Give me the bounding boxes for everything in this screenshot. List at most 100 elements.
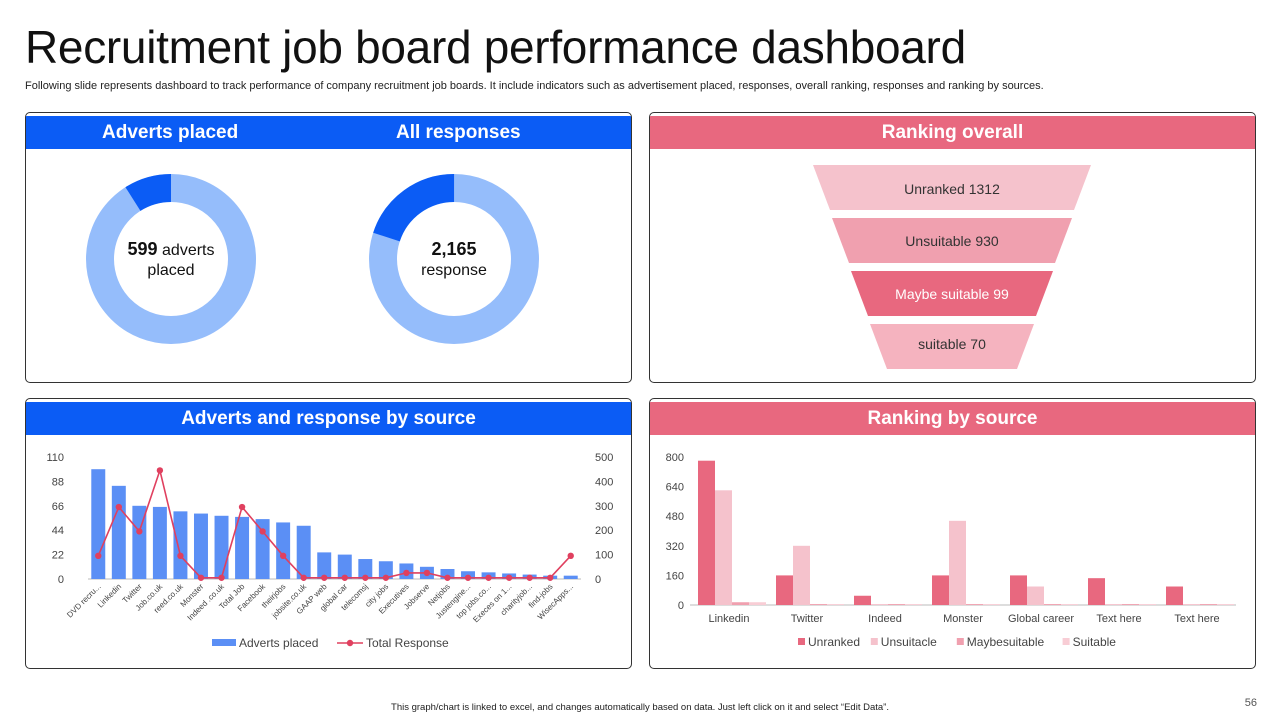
page-number: 56	[1244, 697, 1257, 709]
ranking-bar	[1044, 604, 1061, 605]
ranking-bar	[827, 604, 844, 605]
response-point	[485, 574, 492, 581]
adverts-bar	[91, 469, 106, 579]
ranking-bar	[983, 604, 1000, 605]
response-point	[382, 574, 390, 581]
response-point	[505, 574, 513, 581]
funnel-step-maybe-suitable	[851, 271, 1053, 316]
adverts-bar	[255, 519, 270, 579]
x-axis-tick: Indeed	[868, 613, 902, 625]
ranking-bar	[1010, 575, 1027, 605]
y-axis-tick: 320	[666, 541, 684, 553]
adverts-donut	[86, 174, 256, 344]
legend-marker-response	[346, 639, 354, 647]
responses-count-label: response	[421, 262, 487, 279]
response-point	[403, 569, 410, 577]
adverts-bar	[173, 511, 188, 579]
response-point	[321, 574, 328, 581]
response-point	[279, 552, 287, 560]
ranking-bar	[1088, 578, 1105, 605]
adverts-count-unit: adverts	[162, 242, 215, 259]
left-axis-tick: 88	[52, 476, 64, 488]
ranking-bar	[732, 602, 749, 605]
adverts-donut-slice	[86, 174, 256, 344]
ranking-source-chart: 0 160 320 480 640 800 Linkedin Twitter Indeed Mon…	[666, 452, 1236, 649]
adverts-bar	[440, 569, 455, 579]
funnel-label-unsuitable: Unsuitable 930	[905, 233, 999, 249]
page-subtitle: Following slide represents dashboard to …	[25, 80, 1044, 92]
ranking-bar	[966, 604, 983, 605]
responses-count: 2,165	[431, 239, 477, 259]
ranking-bar	[1183, 604, 1200, 605]
legend-label-adverts: Adverts placed	[239, 636, 318, 650]
ranking-bar	[810, 604, 827, 605]
footnote: This graph/chart is linked to excel, and…	[391, 702, 889, 713]
adverts-bar	[296, 525, 311, 579]
response-point	[197, 574, 205, 581]
funnel-step-unsuitable	[832, 218, 1072, 263]
x-axis-tick: Twitter	[791, 613, 824, 625]
response-point	[341, 574, 348, 581]
funnel-label-suitable: suitable 70	[918, 336, 986, 352]
adverts-bar	[337, 554, 352, 579]
response-point	[95, 552, 102, 560]
ranking-overall-header: Ranking overall	[650, 116, 1255, 149]
legend-label: Unsuitacle	[881, 635, 937, 649]
response-point	[259, 528, 266, 535]
ranking-bar	[888, 604, 905, 605]
response-line	[97, 467, 572, 579]
right-axis-tick: 100	[595, 550, 613, 562]
adverts-placed-title: Adverts placed	[102, 122, 239, 143]
ranking-bar	[854, 595, 871, 605]
adverts-bar	[132, 505, 147, 579]
ranking-bar	[776, 575, 793, 605]
y-axis-tick: 800	[666, 452, 684, 464]
right-axis-tick: 200	[595, 525, 613, 537]
response-point	[300, 574, 307, 581]
adverts-donut-label: 599 adverts placed	[111, 239, 231, 281]
adverts-bar	[193, 513, 208, 579]
adverts-bar	[111, 485, 126, 579]
ranking-bar	[698, 460, 715, 605]
adverts-response-source-panel: Adverts and response by source 0 22 44 66 88…	[25, 398, 632, 669]
legend-swatch-adverts	[212, 639, 236, 646]
response-point	[567, 552, 574, 560]
y-axis-tick: 480	[666, 511, 684, 523]
legend-label-response: Total Response	[366, 636, 449, 650]
ranking-source-title: Ranking by source	[867, 408, 1038, 429]
adverts-bar	[317, 552, 332, 579]
legend-swatch	[870, 638, 878, 645]
adverts-bar	[378, 561, 393, 579]
ranking-overall-title: Ranking overall	[881, 122, 1024, 143]
response-point	[177, 552, 184, 560]
ranking-bar	[871, 604, 888, 605]
funnel-step-unranked	[813, 165, 1091, 210]
legend-label: Unranked	[808, 635, 860, 649]
adverts-response-source-title: Adverts and response by source	[181, 408, 476, 429]
response-point	[136, 528, 143, 535]
ranking-bar	[905, 604, 922, 605]
ranking-bar	[1217, 604, 1234, 605]
y-axis-tick: 160	[666, 570, 684, 582]
x-axis-tick: Global career	[1008, 613, 1074, 625]
ranking-bar	[1122, 604, 1139, 605]
adverts-bar	[152, 506, 167, 579]
adverts-count-label: placed	[147, 262, 195, 279]
responses-donut	[369, 174, 539, 344]
legend-label: Maybesuitable	[967, 635, 1045, 649]
adverts-bar	[235, 516, 250, 579]
right-axis-tick: 400	[595, 476, 613, 488]
x-axis-tick: Text here	[1096, 613, 1141, 625]
funnel-label-maybe-suitable: Maybe suitable 99	[895, 286, 1009, 302]
response-point	[444, 574, 451, 581]
y-axis-tick: 640	[666, 482, 684, 494]
response-point	[464, 574, 472, 581]
response-point	[115, 503, 123, 511]
legend-swatch	[798, 638, 805, 645]
ranking-bar	[1105, 604, 1122, 605]
ranking-source-panel: Ranking by source 0 160 320 480 640 800 Linked…	[649, 398, 1256, 669]
right-axis-tick: 300	[595, 501, 613, 513]
ranking-bar	[1139, 604, 1156, 605]
ranking-bar	[1061, 604, 1078, 605]
